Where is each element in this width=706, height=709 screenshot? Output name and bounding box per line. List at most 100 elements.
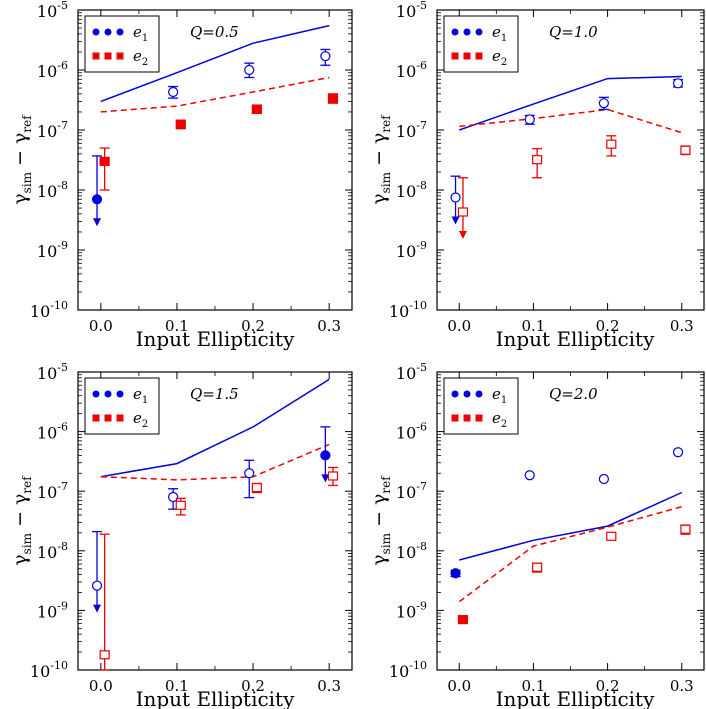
x-tick-label: 0.2 (241, 677, 265, 695)
y-tick-mantissa: 10 (30, 662, 50, 681)
data-point-e1 (450, 568, 461, 579)
y-tick-exponent: -10 (50, 659, 68, 672)
legend-symbol: e (133, 385, 142, 403)
y-tick-label: 10-5 (396, 0, 427, 21)
y-axis-label-part: γ (368, 554, 390, 565)
y-tick-mantissa: 10 (389, 302, 409, 321)
y-tick-exponent: -9 (57, 239, 68, 252)
model-line-e1 (100, 24, 330, 103)
data-point-e2 (251, 104, 262, 115)
y-axis-label-part: sim (20, 532, 34, 554)
y-tick-mantissa: 10 (396, 543, 416, 562)
x-tick-label: 0.0 (89, 317, 113, 335)
data-point-e2 (680, 524, 691, 534)
data-point-e1 (244, 64, 255, 76)
y-tick-label: 10-7 (396, 119, 427, 141)
y-tick-exponent: -9 (416, 599, 427, 612)
y-tick-mantissa: 10 (37, 483, 57, 502)
y-tick-mantissa: 10 (396, 122, 416, 141)
data-point-e1 (91, 580, 103, 591)
model-line-e2 (100, 76, 330, 113)
data-point-e2 (175, 119, 186, 129)
legend-box (84, 377, 160, 435)
x-axis-label: Input Ellipticity (496, 687, 656, 709)
model-line-e2 (100, 443, 330, 481)
y-axis-label-part: sim (379, 532, 393, 554)
legend: e1 e2 (443, 377, 519, 435)
legend-symbol: e (133, 409, 142, 427)
y-axis-label-part: ref (20, 114, 34, 133)
data-point-e1 (672, 78, 684, 89)
legend-marker-circle (104, 390, 112, 398)
data-point-e2 (680, 145, 691, 155)
data-point-e1 (524, 114, 535, 125)
legend-marker-square (475, 52, 483, 60)
legend-marker-circle (463, 28, 471, 36)
legend-marker-circle (475, 28, 483, 36)
legend-marker-square (104, 52, 112, 60)
y-tick-label: 10-9 (396, 239, 427, 261)
y-tick-exponent: -6 (416, 421, 427, 434)
y-tick-mantissa: 10 (396, 483, 416, 502)
x-tick-label: 0.1 (521, 677, 545, 695)
upper-limit-arrow (93, 218, 102, 227)
y-tick-mantissa: 10 (37, 242, 57, 261)
model-line-e1 (100, 378, 330, 478)
y-tick-mantissa: 10 (389, 662, 409, 681)
y-axis-label: γsim − γref (9, 475, 34, 566)
y-tick-mantissa: 10 (37, 62, 57, 81)
data-point-e1 (450, 192, 461, 203)
y-tick-mantissa: 10 (37, 543, 57, 562)
y-tick-exponent: -7 (416, 119, 427, 132)
y-axis-label: γsim − γref (9, 114, 34, 205)
legend-label: e2 (492, 409, 507, 430)
x-tick-label: 0.2 (596, 317, 620, 335)
y-tick-label: 10-8 (396, 540, 427, 562)
x-tick-label: 0.0 (89, 677, 113, 695)
y-tick-exponent: -8 (416, 179, 427, 192)
legend-label: e1 (133, 23, 148, 44)
upper-limit-arrow (321, 474, 330, 483)
panel-title: Q=1.5 (190, 385, 239, 403)
legend-symbol: e (492, 47, 501, 65)
legend-subscript: 2 (501, 419, 507, 430)
legend-marker-circle (463, 390, 471, 398)
data-point-e2 (532, 562, 543, 572)
upper-limit-arrow (451, 216, 460, 225)
y-tick-label: 10-5 (396, 361, 427, 383)
legend-subscript: 1 (142, 395, 148, 406)
x-axis-label: Input Ellipticity (136, 327, 296, 351)
data-point-e2 (99, 650, 110, 660)
y-tick-mantissa: 10 (37, 182, 57, 201)
y-tick-mantissa: 10 (396, 424, 416, 443)
data-point-e1 (598, 98, 609, 109)
data-point-e1 (168, 86, 179, 98)
y-axis-label-part: γ (9, 554, 31, 565)
model-line-e1 (459, 75, 682, 131)
y-tick-exponent: -5 (57, 0, 68, 12)
x-tick-label: 0.3 (670, 317, 694, 335)
data-point-e1 (524, 470, 535, 481)
model-line-e2 (458, 505, 682, 603)
data-point-e2 (175, 500, 186, 510)
y-tick-label: 10-6 (37, 421, 68, 443)
legend-subscript: 1 (501, 395, 507, 406)
panel-title: Q=1.0 (549, 23, 598, 41)
y-axis-label-part: − γ (9, 133, 31, 172)
y-tick-exponent: -7 (57, 119, 68, 132)
y-tick-exponent: -6 (57, 59, 68, 72)
y-tick-exponent: -10 (50, 299, 68, 312)
legend-label: e2 (133, 409, 148, 430)
legend-symbol: e (492, 385, 501, 403)
legend-box (443, 377, 519, 435)
x-tick-label: 0.2 (241, 317, 265, 335)
x-tick-label: 0.2 (596, 677, 620, 695)
data-point-e2 (606, 139, 617, 149)
y-tick-exponent: -10 (409, 659, 427, 672)
model-line-e1 (459, 491, 683, 561)
